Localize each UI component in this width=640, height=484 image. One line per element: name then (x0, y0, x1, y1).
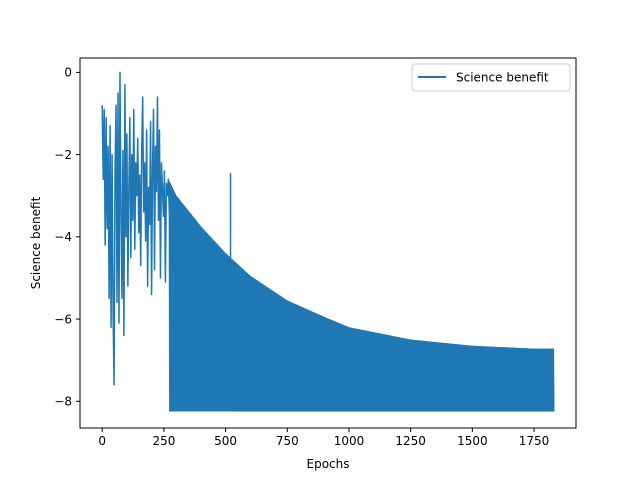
y-tick-label: −8 (54, 395, 72, 409)
x-axis-label: Epochs (307, 457, 350, 471)
y-tick-label: −2 (54, 148, 72, 162)
series-line-early (101, 71, 171, 386)
legend: Science benefit (411, 63, 571, 92)
y-axis-label: Science benefit (29, 196, 43, 289)
x-tick-label: 0 (98, 434, 106, 448)
y-tick-label: −6 (54, 312, 72, 326)
x-tick-label: 1250 (395, 434, 426, 448)
series-layer (101, 71, 555, 412)
x-tick-label: 1000 (334, 434, 365, 448)
legend-entry: Science benefit (456, 71, 549, 85)
y-axis: 0 −2 −4 −6 −8 (54, 66, 80, 409)
legend-box (411, 63, 571, 92)
y-tick-label: −4 (54, 230, 72, 244)
series-band-oscillation (169, 181, 554, 412)
x-tick-label: 1500 (457, 434, 488, 448)
x-tick-label: 500 (214, 434, 237, 448)
y-tick-label: 0 (64, 66, 72, 80)
x-tick-label: 1750 (519, 434, 550, 448)
x-tick-label: 750 (276, 434, 299, 448)
x-tick-label: 250 (152, 434, 175, 448)
x-axis: 0 250 500 750 1000 1250 1500 1750 (98, 428, 549, 448)
plot-frame (79, 57, 577, 429)
